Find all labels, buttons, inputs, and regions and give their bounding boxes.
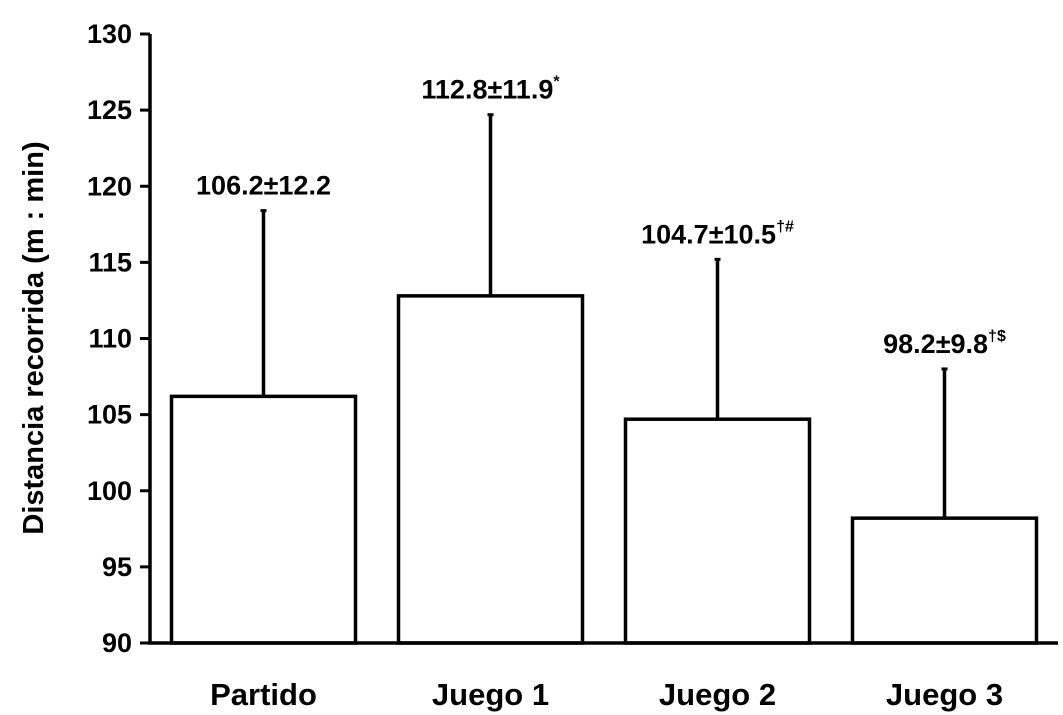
data-label-value: 98.2±9.8 [883,329,988,359]
data-label-value: 104.7±10.5 [641,219,776,249]
bar-juego-1 [396,294,585,645]
data-label-mark: * [553,74,560,91]
y-axis-title: Distancia recorrida (m : min) [18,141,50,534]
y-tick-label: 90 [102,628,132,658]
y-tick-label: 100 [87,476,132,506]
y-axis-ticks: 90 95 100 105 110 115 120 125 130 [87,19,150,658]
y-tick-label: 130 [87,19,132,49]
bar-juego-3 [850,516,1039,645]
data-label-mark: †$ [988,328,1006,345]
data-label-value: 106.2±12.2 [196,171,331,201]
y-tick-label: 110 [88,324,132,354]
data-label: 106.2±12.2 [196,171,331,201]
x-category-label: Juego 3 [886,677,1003,712]
bar-partido [169,394,358,645]
data-label-value: 112.8±11.9 [421,75,553,105]
y-tick-label: 105 [87,400,132,430]
y-tick-label: 95 [102,552,132,582]
x-category-label: Partido [210,677,317,712]
data-labels: 106.2±12.2 112.8±11.9* 104.7±10.5†# 98.2±9.… [196,74,1006,359]
x-category-label: Juego 2 [659,677,776,712]
axes [148,34,1058,645]
y-tick-label: 120 [87,171,132,201]
data-label: 112.8±11.9* [421,74,560,105]
data-label: 104.7±10.5†# [641,218,794,249]
data-label: 98.2±9.8†$ [883,328,1006,359]
bars [169,113,1039,645]
category-labels: Partido Juego 1 Juego 2 Juego 3 [210,677,1003,712]
x-category-label: Juego 1 [432,677,549,712]
y-tick-label: 125 [87,95,132,125]
data-label-mark: †# [776,218,794,235]
y-tick-label: 115 [88,247,132,277]
bar-juego-2 [623,417,812,645]
